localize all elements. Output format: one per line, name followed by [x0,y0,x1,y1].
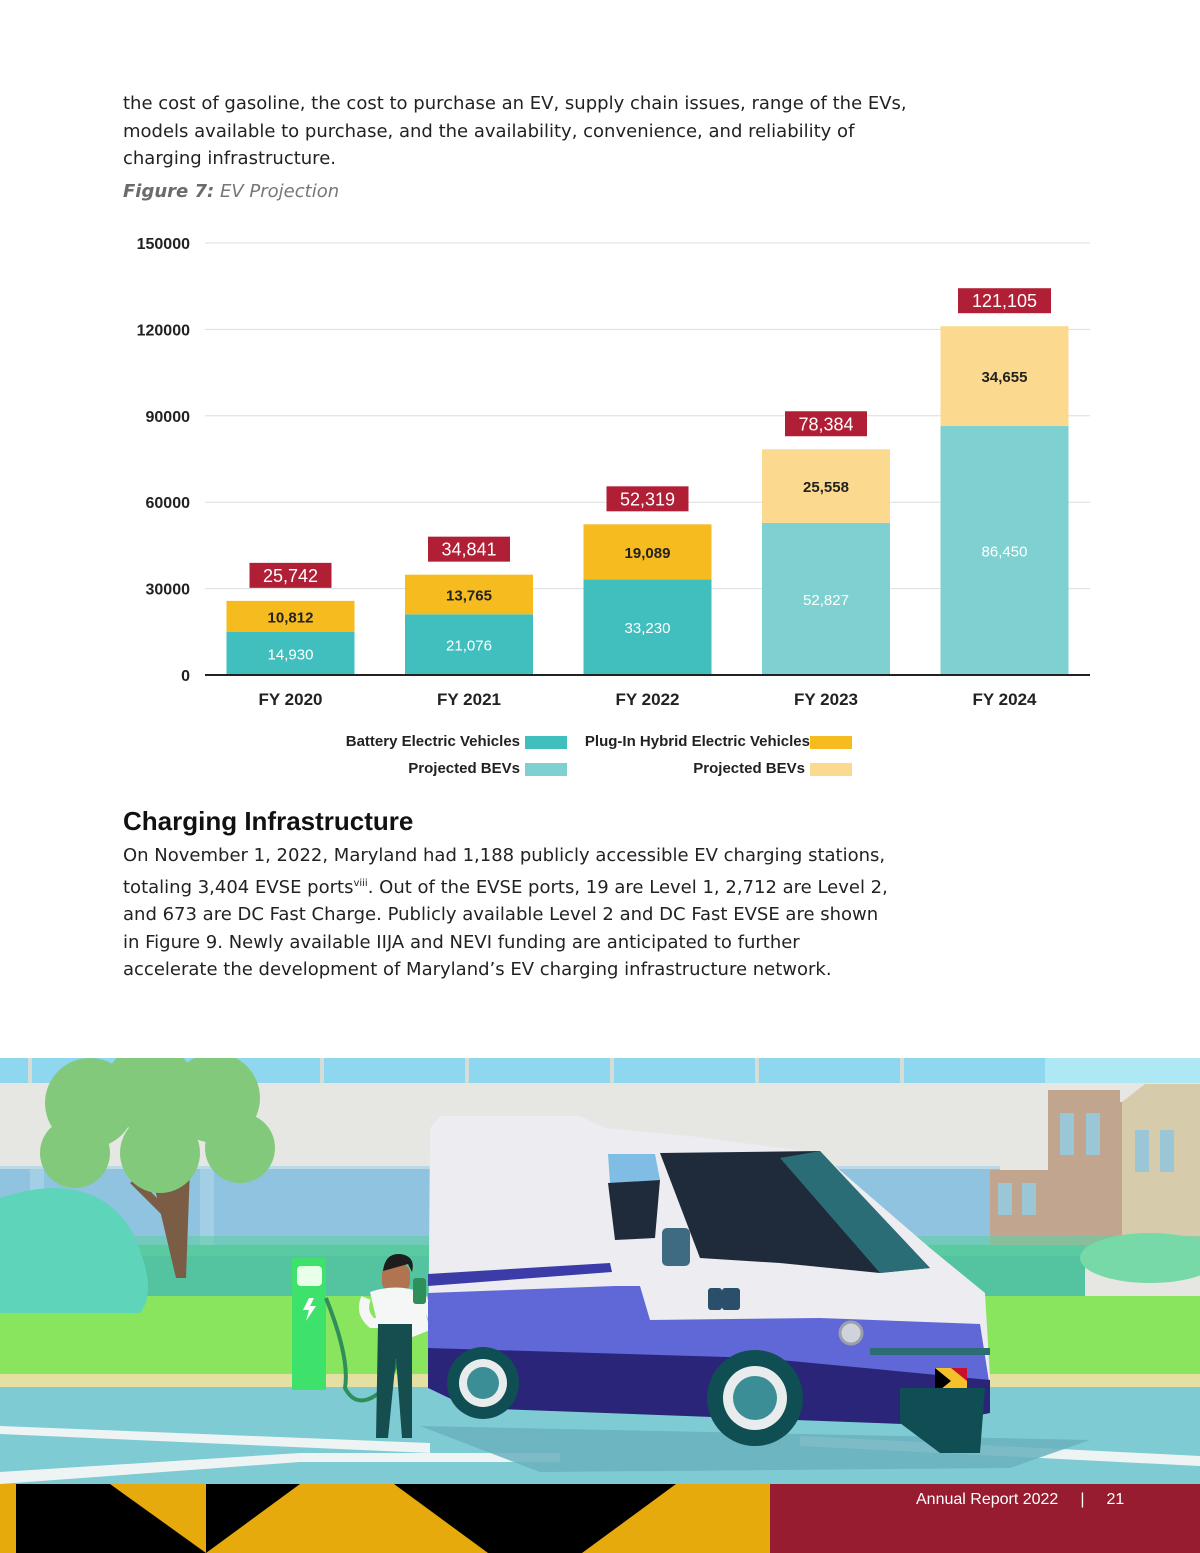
total-label: 121,105 [972,291,1037,311]
bar-label-phev: 25,558 [803,479,849,496]
total-badge [606,486,689,512]
y-tick-label: 30000 [146,582,191,599]
legend-swatch-bev [525,736,567,749]
total-label: 25,742 [263,566,318,586]
y-tick-label: 90000 [146,409,191,426]
legend-swatch-phev [810,736,852,749]
bar-segment-phev [940,326,1069,427]
footnote-ref: viii [353,877,368,889]
total-label: 78,384 [798,414,853,434]
footer-band [0,1484,1200,1553]
total-badge [785,411,867,437]
bar-label-bev: 14,930 [268,647,314,664]
bar-label-bev: 33,230 [625,620,671,637]
section-text-part-1: On November 1, 2022, Maryland had 1,188 … [123,845,886,898]
bar-segment-phev [583,524,712,580]
x-tick-label: FY 2022 [616,690,680,709]
legend-swatch-projected-bev [525,763,567,776]
bar-segment-bev [405,614,533,675]
legend-item-projected-phev: Projected BEVs [693,760,805,777]
y-tick-label: 60000 [146,495,191,512]
bar-label-bev: 52,827 [803,592,849,609]
section-text-part-2: . Out of the EVSE ports, 19 are Level 1,… [123,876,888,981]
figure-label: Figure 7: [123,181,215,202]
page-number: 21 [1106,1491,1125,1508]
bar-label-phev: 10,812 [268,609,314,626]
bar-label-phev: 19,089 [625,545,671,562]
bar-segment-bev [940,426,1069,675]
intro-paragraph: the cost of gasoline, the cost to purcha… [123,93,907,169]
y-tick-label: 0 [181,668,190,685]
ev-projection-chart: 0 30000 60000 90000 120000 150000 14,930 10,812… [137,236,1090,709]
bar-label-phev: 13,765 [446,587,492,604]
total-badge [958,288,1051,314]
bar-segment-bev [583,579,712,675]
x-tick-label: FY 2024 [973,690,1038,709]
x-tick-label: FY 2021 [437,690,501,709]
total-badge [249,562,332,588]
legend-swatch-projected-phev [810,763,852,776]
y-tick-label: 150000 [137,236,190,253]
report-name: Annual Report 2022 [916,1491,1059,1508]
bar-label-bev: 86,450 [982,544,1028,561]
bar-segment-phev [762,449,890,523]
y-tick-label: 120000 [137,322,190,339]
bar-segment-bev [762,522,890,675]
total-badge [428,536,510,562]
footer-text: Annual Report 2022 | 21 [916,1491,1124,1509]
ev-charging-illustration [0,1058,1200,1484]
section-paragraph: On November 1, 2022, Maryland had 1,188 … [123,842,893,984]
legend-item-projected-bev: Projected BEVs [408,760,520,777]
footer-separator: | [1080,1491,1085,1508]
bar-segment-phev [405,574,533,615]
x-tick-label: FY 2020 [259,690,323,709]
legend-item-bev: Battery Electric Vehicles [345,733,520,750]
total-label: 52,319 [620,489,675,509]
legend-item-phev: Plug-In Hybrid Electric Vehicles [584,733,810,750]
bar-segment-phev [226,600,355,633]
figure-caption: Figure 7: EV Projection [123,181,339,202]
figure-title: EV Projection [219,181,340,202]
x-tick-label: FY 2023 [794,690,858,709]
bar-label-bev: 21,076 [446,638,492,655]
bar-label-phev: 34,655 [982,369,1028,386]
total-label: 34,841 [441,540,496,560]
section-title: Charging Infrastructure [123,806,414,836]
bar-segment-bev [226,632,355,675]
